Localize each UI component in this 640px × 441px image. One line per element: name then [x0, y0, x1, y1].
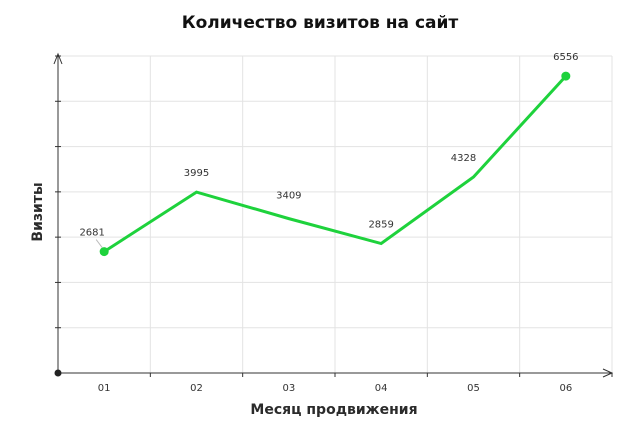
data-point-marker — [561, 71, 571, 81]
chart-title: Количество визитов на сайт — [182, 13, 459, 33]
grid-lines — [58, 55, 613, 373]
series-line-group — [99, 71, 571, 257]
x-axis-arrow — [602, 368, 614, 378]
x-tick-label: 04 — [375, 383, 388, 394]
axis-origin-dot — [54, 369, 62, 377]
x-tick-label: 06 — [559, 383, 572, 394]
axes — [53, 52, 614, 378]
data-label: 6556 — [553, 52, 578, 63]
x-tick-label: 01 — [98, 383, 111, 394]
x-tick-label: 02 — [190, 383, 203, 394]
data-label: 2859 — [368, 220, 393, 231]
x-tick-label: 05 — [467, 383, 480, 394]
x-axis-title: Месяц продвижения — [250, 402, 417, 418]
data-labels: 2681 3995 3409 2859 4328 6556 — [79, 52, 579, 248]
data-label: 4328 — [451, 153, 476, 164]
data-label: 3409 — [276, 191, 301, 202]
data-point-marker — [99, 247, 109, 257]
data-label: 3995 — [184, 168, 209, 179]
y-axis-title: Визиты — [30, 182, 46, 241]
y-axis-arrow — [53, 52, 63, 65]
data-label: 2681 — [79, 228, 104, 239]
x-tick-labels: 01 02 03 04 05 06 — [98, 383, 572, 394]
x-tick-label: 03 — [282, 383, 295, 394]
series-line — [103, 75, 567, 253]
data-label-leader — [95, 239, 103, 248]
